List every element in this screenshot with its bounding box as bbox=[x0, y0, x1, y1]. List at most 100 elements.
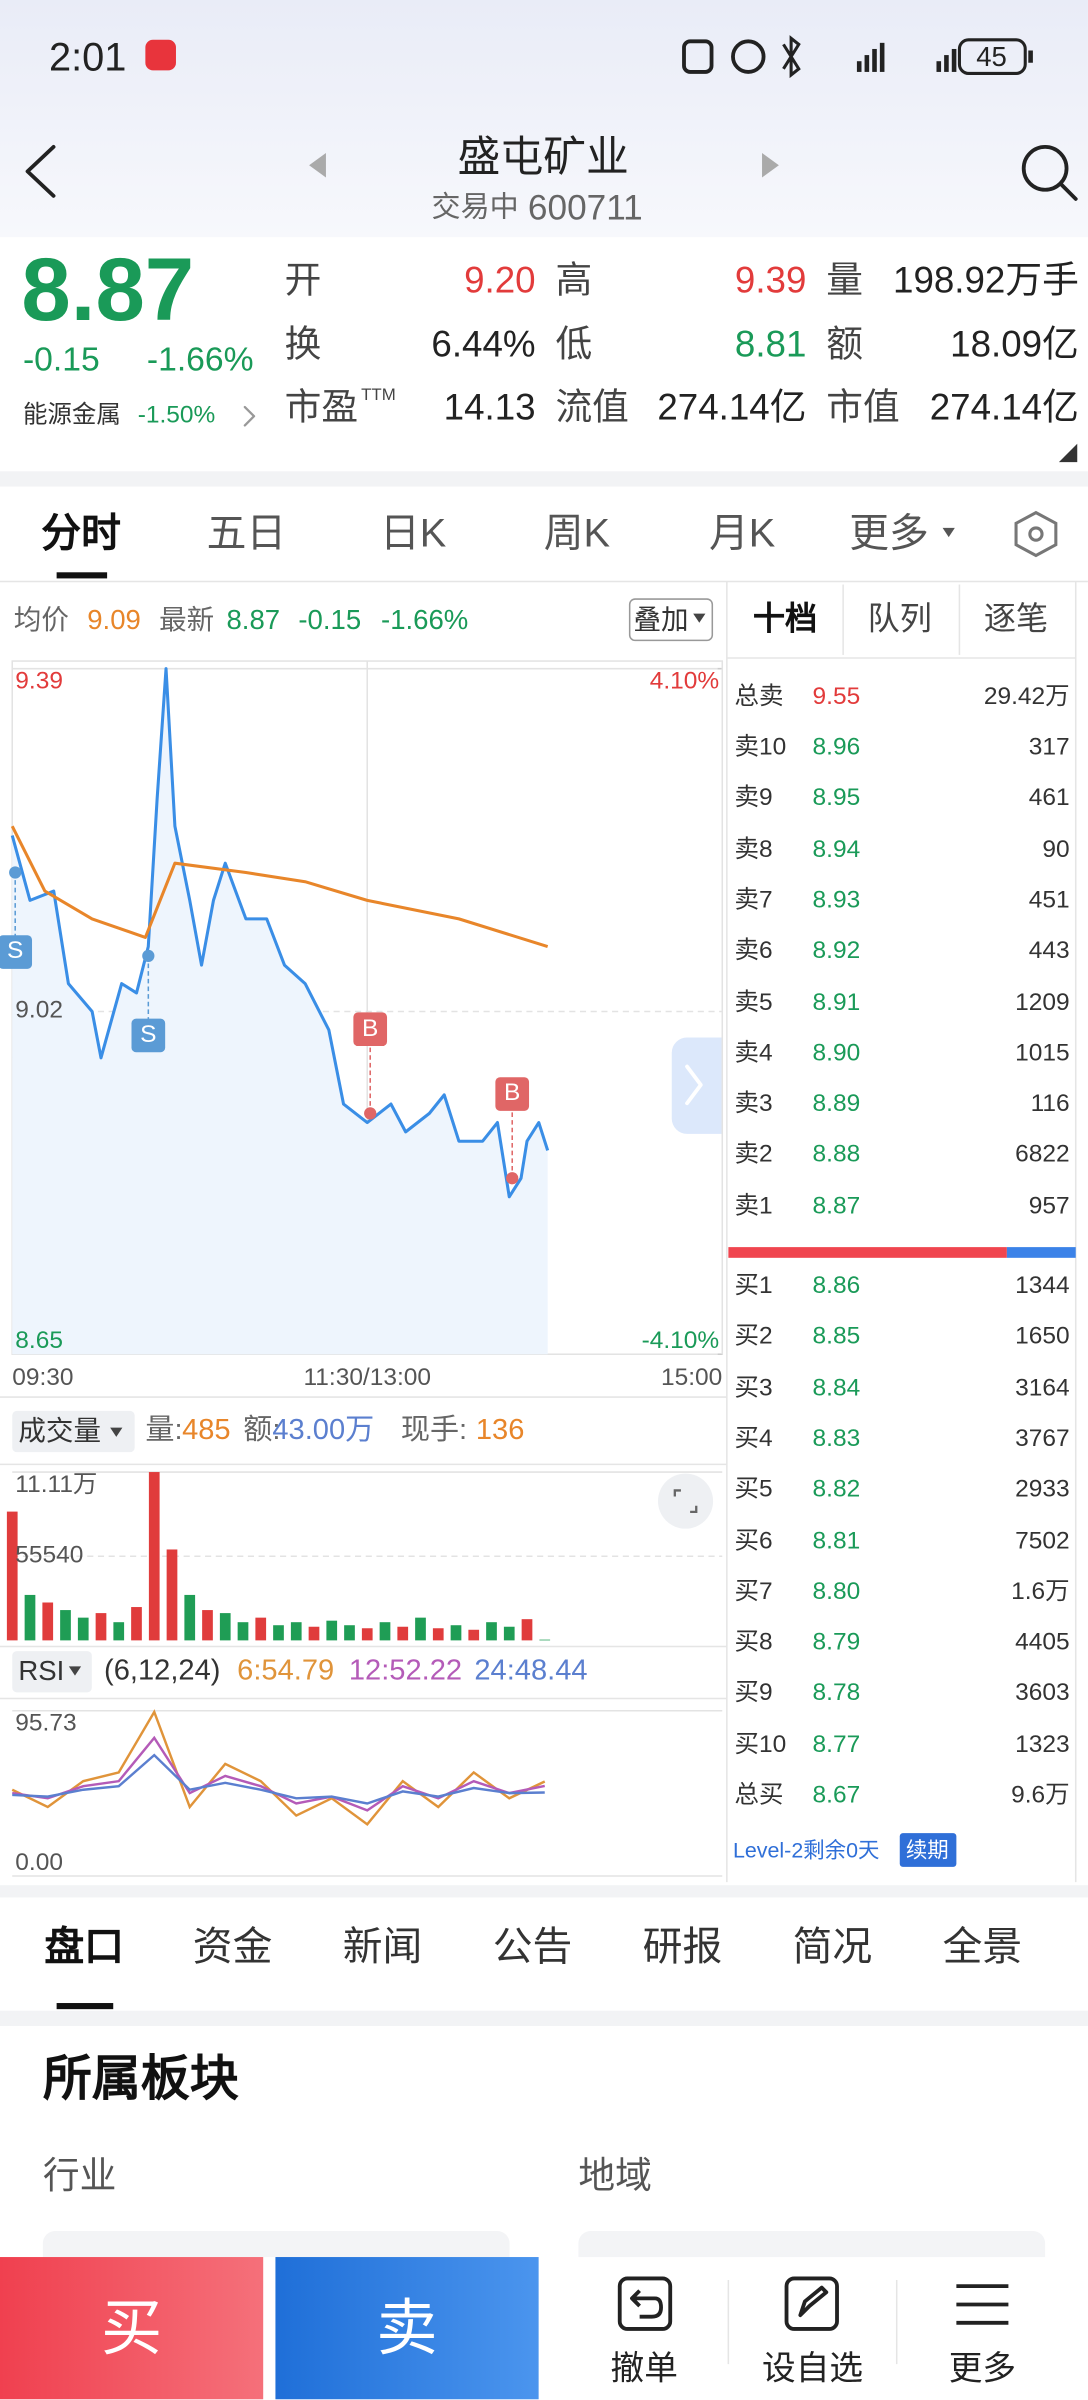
volume-bar bbox=[503, 1626, 515, 1641]
app-icon bbox=[145, 39, 176, 71]
info-tab[interactable]: 新闻 bbox=[342, 1923, 423, 1970]
field-value: 8.81 bbox=[734, 324, 807, 366]
annotation-badge bbox=[0, 935, 33, 969]
book-label: 买9 bbox=[734, 1680, 773, 1707]
annotation-badge bbox=[131, 1018, 166, 1053]
book-price: 8.86 bbox=[812, 1273, 861, 1300]
book-tab[interactable]: 十档 bbox=[752, 602, 818, 638]
action-label[interactable]: 撤单 bbox=[610, 2348, 678, 2388]
search-icon[interactable] bbox=[1021, 144, 1069, 192]
info-tab[interactable]: 全景 bbox=[942, 1923, 1023, 1970]
book-volume: 1209 bbox=[1015, 989, 1070, 1016]
book-label: 买6 bbox=[734, 1527, 773, 1554]
y-tick-label: 9.39 bbox=[15, 668, 63, 695]
info-tab[interactable]: 盘口 bbox=[44, 1923, 124, 1970]
info-tab[interactable]: 简况 bbox=[792, 1923, 873, 1970]
search-icon-handle bbox=[1060, 183, 1078, 201]
avg-line bbox=[10, 825, 549, 949]
action-label[interactable]: 设自选 bbox=[762, 2348, 864, 2388]
field-label: 流值 bbox=[555, 387, 629, 429]
chart-tab[interactable]: 五日 bbox=[206, 509, 287, 556]
book-label: 卖5 bbox=[734, 989, 773, 1016]
expand-arrow bbox=[685, 1064, 703, 1106]
field-label: 市盈 bbox=[284, 387, 359, 429]
level2-status: Level-2剩余0天 bbox=[732, 1837, 880, 1863]
volume-bar bbox=[24, 1594, 36, 1641]
fullscreen-icon[interactable] bbox=[657, 1473, 714, 1529]
overlay-button[interactable] bbox=[628, 598, 714, 642]
fullscreen-glyph bbox=[673, 1489, 698, 1513]
book-label: 买4 bbox=[734, 1425, 773, 1452]
dropdown-icon bbox=[68, 1666, 82, 1676]
book-tab[interactable]: 逐笔 bbox=[983, 602, 1049, 638]
action-label[interactable]: 更多 bbox=[948, 2348, 1017, 2388]
indicator-name[interactable]: RSI bbox=[18, 1655, 65, 1687]
renew-badge[interactable] bbox=[899, 1833, 957, 1867]
book-label: 卖9 bbox=[734, 785, 773, 812]
status-icons bbox=[682, 35, 1033, 79]
volume-bar bbox=[148, 1472, 160, 1641]
book-volume: 2933 bbox=[1015, 1476, 1070, 1503]
book-label: 卖2 bbox=[734, 1142, 773, 1169]
buy-label[interactable]: 买 bbox=[100, 2295, 163, 2363]
stock-name: 盛屯矿业 bbox=[457, 133, 629, 181]
chart-tab[interactable]: 分时 bbox=[41, 509, 121, 556]
chevron bbox=[243, 405, 256, 427]
book-price: 8.92 bbox=[812, 938, 861, 965]
volume-bar bbox=[379, 1622, 391, 1641]
overlay-label[interactable]: 叠加 bbox=[633, 604, 689, 636]
sector-name[interactable]: 能源金属 bbox=[22, 402, 121, 429]
book-volume: 1323 bbox=[1015, 1731, 1070, 1758]
y-tick-label: 55540 bbox=[15, 1542, 84, 1569]
back-icon[interactable] bbox=[25, 144, 56, 198]
sell-button[interactable] bbox=[275, 2257, 539, 2400]
chart-tab[interactable]: 月K bbox=[708, 509, 776, 556]
book-price: 8.79 bbox=[812, 1629, 861, 1656]
annotation-label: B bbox=[362, 1015, 379, 1042]
info-tab[interactable]: 公告 bbox=[492, 1923, 573, 1970]
book-volume: 461 bbox=[1028, 785, 1070, 812]
indicator-name[interactable]: 成交量 bbox=[18, 1415, 101, 1447]
volume-bar bbox=[521, 1619, 533, 1641]
watchlist-icon[interactable] bbox=[784, 2276, 839, 2331]
book-price: 8.87 bbox=[812, 1193, 861, 1220]
book-label: 买8 bbox=[734, 1629, 773, 1656]
book-volume: 957 bbox=[1028, 1193, 1070, 1220]
book-tab[interactable]: 队列 bbox=[867, 602, 932, 638]
label: 量: bbox=[145, 1414, 183, 1447]
sell-label[interactable]: 卖 bbox=[376, 2295, 438, 2363]
book-price: 8.88 bbox=[812, 1142, 861, 1169]
info-tab[interactable]: 研报 bbox=[642, 1923, 723, 1970]
volume-bar bbox=[290, 1622, 302, 1641]
expand-tab[interactable] bbox=[671, 1037, 723, 1134]
price-change-pct: -1.66% bbox=[146, 339, 254, 378]
chart-tab[interactable]: 日K bbox=[379, 509, 447, 556]
book-volume: 317 bbox=[1028, 734, 1070, 761]
book-volume: 1015 bbox=[1015, 1040, 1070, 1067]
volume-value: 485 bbox=[182, 1414, 231, 1447]
rsi-line bbox=[12, 1753, 545, 1805]
book-label: 买5 bbox=[734, 1476, 773, 1503]
dropdown-icon bbox=[942, 527, 955, 538]
cancel-icon[interactable] bbox=[617, 2276, 673, 2331]
settings-icon[interactable] bbox=[1014, 510, 1058, 558]
field-label: 换 bbox=[284, 324, 322, 366]
x-tick-label: 11:30/13:00 bbox=[303, 1364, 432, 1391]
renew-label[interactable]: 续期 bbox=[905, 1837, 949, 1863]
book-volume: 6822 bbox=[1015, 1142, 1070, 1169]
book-price: 8.93 bbox=[812, 887, 861, 914]
annotation-badge bbox=[353, 1012, 388, 1047]
buy-button[interactable] bbox=[0, 2257, 264, 2400]
tab-underline bbox=[56, 572, 108, 579]
field-value: 6.44% bbox=[431, 324, 536, 366]
prev-icon[interactable] bbox=[309, 153, 326, 178]
chart-tab[interactable]: 更多 bbox=[849, 509, 929, 556]
volume-bar bbox=[326, 1620, 338, 1641]
next-icon[interactable] bbox=[762, 153, 779, 178]
more-icon[interactable] bbox=[956, 2284, 1009, 2325]
chart-tab[interactable]: 周K bbox=[543, 509, 611, 556]
info-tab[interactable]: 资金 bbox=[192, 1923, 273, 1970]
book-price: 8.85 bbox=[812, 1324, 861, 1351]
book-label: 卖1 bbox=[734, 1193, 773, 1220]
rsi-selector[interactable] bbox=[12, 1651, 92, 1693]
